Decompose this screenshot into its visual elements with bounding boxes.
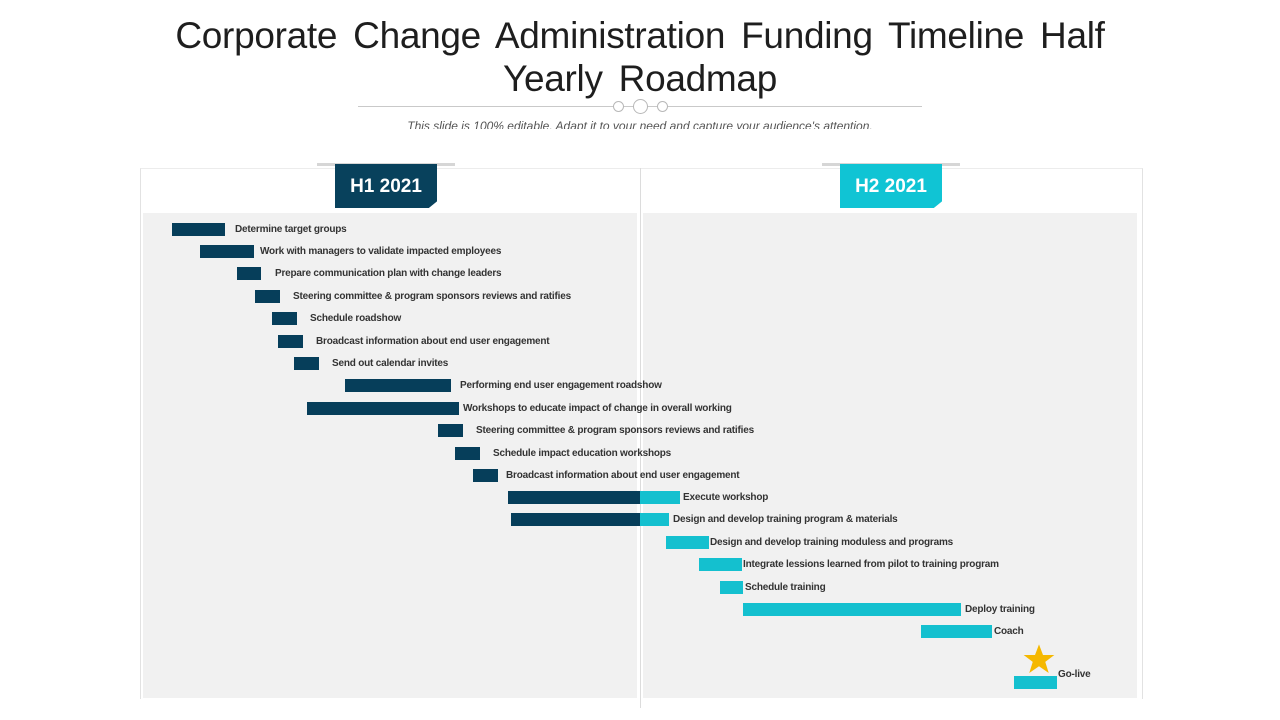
- task-label-10: Steering committee & program sponsors re…: [476, 425, 754, 436]
- h1-pane: [143, 213, 637, 698]
- divider-dot-center: [633, 99, 648, 114]
- task-bar-14-1: [511, 513, 640, 526]
- period-tab-h1: H1 2021: [335, 164, 437, 208]
- task-bar-5: [272, 312, 297, 325]
- task-bar-3: [237, 267, 261, 280]
- task-label-13: Execute workshop: [683, 492, 769, 503]
- task-label-18: Deploy training: [965, 604, 1035, 615]
- task-bar-16: [699, 558, 742, 571]
- task-bar-14-2: [640, 513, 669, 526]
- task-label-20: Go-live: [1058, 669, 1091, 680]
- star-icon: [1023, 644, 1055, 673]
- task-label-19: Coach: [994, 626, 1024, 637]
- task-label-3: Prepare communication plan with change l…: [275, 268, 502, 279]
- task-bar-10: [438, 424, 463, 437]
- task-label-15: Design and develop training moduless and…: [710, 537, 954, 548]
- slide-subtitle: This slide is 100% editable. Adapt it to…: [407, 119, 873, 129]
- task-label-11: Schedule impact education workshops: [493, 448, 672, 459]
- task-bar-11: [455, 447, 480, 460]
- task-label-5: Schedule roadshow: [310, 313, 402, 324]
- task-label-8: Performing end user engagement roadshow: [460, 380, 662, 391]
- task-bar-19: [921, 625, 992, 638]
- task-label-6: Broadcast information about end user eng…: [316, 336, 550, 347]
- task-bar-17: [720, 581, 743, 594]
- task-label-9: Workshops to educate impact of change in…: [463, 403, 732, 414]
- task-bar-2: [200, 245, 254, 258]
- task-label-14: Design and develop training program & ma…: [673, 514, 898, 525]
- task-bar-13-2: [640, 491, 680, 504]
- task-bar-15: [666, 536, 709, 549]
- task-label-4: Steering committee & program sponsors re…: [293, 291, 571, 302]
- task-label-16: Integrate lessions learned from pilot to…: [743, 559, 999, 570]
- task-bar-8: [345, 379, 451, 392]
- task-bar-20: [1014, 676, 1057, 689]
- timeline-frame: [140, 168, 1143, 699]
- task-label-12: Broadcast information about end user eng…: [506, 470, 740, 481]
- task-bar-6: [278, 335, 303, 348]
- task-label-17: Schedule training: [745, 582, 826, 593]
- divider-dot-right: [657, 101, 668, 112]
- period-tab-h2: H2 2021: [840, 164, 942, 208]
- task-bar-18: [743, 603, 961, 616]
- task-label-1: Determine target groups: [235, 224, 347, 235]
- slide-title: Corporate Change Administration Funding …: [175, 15, 1105, 99]
- task-label-2: Work with managers to validate impacted …: [260, 246, 502, 257]
- divider-dot-left: [613, 101, 624, 112]
- task-bar-12: [473, 469, 498, 482]
- task-bar-1: [172, 223, 225, 236]
- task-bar-13-1: [508, 491, 640, 504]
- task-bar-7: [294, 357, 319, 370]
- task-bar-9: [307, 402, 459, 415]
- h2-pane: [643, 213, 1137, 698]
- period-separator: [640, 168, 641, 708]
- task-bar-4: [255, 290, 280, 303]
- task-label-7: Send out calendar invites: [332, 358, 449, 369]
